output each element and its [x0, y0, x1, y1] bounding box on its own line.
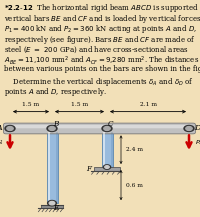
- Circle shape: [48, 201, 56, 206]
- Circle shape: [49, 201, 55, 205]
- Text: steel ($E\ =\ 200$ GPa) and have cross-sectional areas: steel ($E\ =\ 200$ GPa) and have cross-s…: [4, 44, 189, 55]
- Circle shape: [105, 166, 109, 168]
- Text: E: E: [53, 204, 58, 212]
- Text: 1.5 m: 1.5 m: [71, 102, 88, 107]
- Bar: [103, 132, 105, 167]
- Bar: [102, 132, 113, 167]
- Text: vertical bars $BE$ and $CF$ and is loaded by vertical forces: vertical bars $BE$ and $CF$ and is loade…: [4, 13, 200, 25]
- Circle shape: [7, 127, 13, 130]
- Bar: [41, 205, 63, 208]
- Text: 1.5 m: 1.5 m: [22, 102, 40, 107]
- Text: 0.6 m: 0.6 m: [126, 182, 143, 187]
- Text: $P_2$ = 360 kN: $P_2$ = 360 kN: [195, 139, 200, 148]
- Text: $P_1$ = 400 kN: $P_1$ = 400 kN: [0, 139, 4, 148]
- FancyBboxPatch shape: [4, 123, 195, 134]
- Circle shape: [5, 125, 15, 132]
- Text: respectively (see figure). Bars $BE$ and $CF$ are made of: respectively (see figure). Bars $BE$ and…: [4, 34, 196, 46]
- Text: $A_{BE} = 11{,}100$ mm$^2$ and $A_{CF} = 9{,}280$ mm$^2$. The distances: $A_{BE} = 11{,}100$ mm$^2$ and $A_{CF} =…: [4, 55, 199, 67]
- Bar: [94, 167, 120, 171]
- Text: points $A$ and $D$, respectively.: points $A$ and $D$, respectively.: [4, 86, 107, 98]
- Text: C: C: [108, 120, 113, 128]
- Circle shape: [47, 125, 57, 132]
- Text: 2.4 m: 2.4 m: [126, 147, 143, 152]
- Circle shape: [186, 127, 192, 130]
- Bar: [56, 132, 58, 203]
- Text: A: A: [0, 125, 2, 133]
- Circle shape: [104, 127, 110, 130]
- Text: between various points on the bars are shown in the figure.: between various points on the bars are s…: [4, 65, 200, 73]
- Text: D: D: [194, 125, 200, 133]
- Text: 2.1 m: 2.1 m: [140, 102, 156, 107]
- FancyBboxPatch shape: [7, 125, 192, 128]
- Circle shape: [184, 125, 194, 132]
- Text: $P_1 = 400$ kN and $P_2 = 360$ kN acting at points $A$ and $D$,: $P_1 = 400$ kN and $P_2 = 360$ kN acting…: [4, 23, 197, 35]
- Bar: [111, 132, 112, 167]
- Text: $\mathbf{*2.2\text{-}12}$  The horizontal rigid beam $ABCD$ is supported by: $\mathbf{*2.2\text{-}12}$ The horizontal…: [4, 2, 200, 15]
- Bar: [48, 132, 50, 203]
- Bar: [46, 132, 58, 203]
- Circle shape: [103, 165, 111, 169]
- Text: B: B: [53, 120, 58, 128]
- Circle shape: [49, 127, 55, 130]
- Text: F: F: [86, 165, 91, 173]
- Circle shape: [102, 125, 112, 132]
- Text: Determine the vertical displacements $\delta_A$ and $\delta_D$ of: Determine the vertical displacements $\d…: [4, 76, 194, 88]
